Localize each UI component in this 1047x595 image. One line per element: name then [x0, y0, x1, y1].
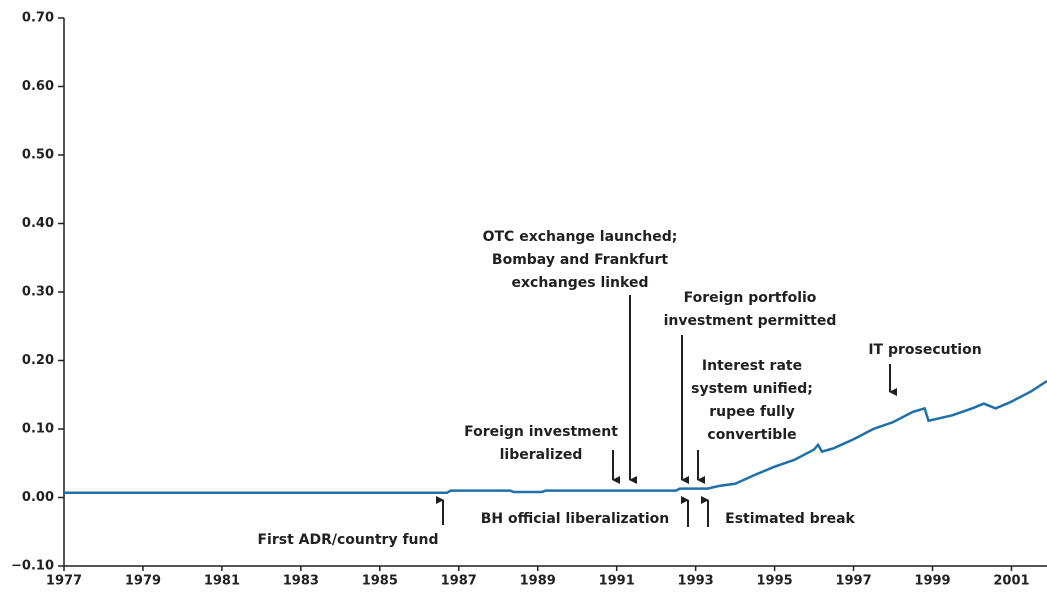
x-tick-label: 1991: [599, 574, 635, 589]
x-tick-label: 1989: [520, 574, 556, 589]
data-line: [64, 380, 1047, 494]
y-tick-label: −0.10: [11, 559, 54, 574]
x-tick-label: 1999: [914, 574, 950, 589]
annotation: BH official liberalization: [481, 511, 669, 527]
y-tick-label: 0.50: [22, 148, 54, 163]
x-tick-label: 1987: [441, 574, 477, 589]
annotation: rupee fully: [709, 404, 795, 420]
annotation: First ADR/country fund: [257, 532, 438, 548]
x-tick-label: 1993: [678, 574, 714, 589]
annotation: system unified;: [691, 381, 813, 397]
annotation: exchanges linked: [512, 275, 649, 291]
y-tick-label: 0.00: [22, 490, 54, 505]
y-tick-label: 0.10: [22, 422, 54, 437]
annotation: Foreign investment: [464, 424, 618, 440]
x-tick-label: 1977: [46, 574, 82, 589]
y-tick-label: 0.60: [22, 79, 54, 94]
x-tick-label: 1979: [125, 574, 161, 589]
y-tick-label: 0.70: [22, 11, 54, 26]
y-tick-label: 0.40: [22, 216, 54, 231]
annotation: liberalized: [500, 447, 583, 463]
y-tick-label: 0.20: [22, 353, 54, 368]
x-tick-label: 2001: [993, 574, 1029, 589]
x-tick-label: 1985: [362, 574, 398, 589]
annotation: Estimated break: [725, 511, 855, 527]
annotation: OTC exchange launched;: [483, 229, 678, 245]
x-tick-label: 1995: [757, 574, 793, 589]
x-tick-label: 1997: [835, 574, 871, 589]
annotation: convertible: [707, 427, 796, 443]
x-tick-label: 1983: [283, 574, 319, 589]
annotation: Bombay and Frankfurt: [492, 252, 668, 268]
annotation: Foreign portfolio: [684, 290, 817, 306]
annotation: IT prosecution: [868, 342, 981, 358]
y-tick-label: 0.30: [22, 285, 54, 300]
annotation: Interest rate: [702, 358, 802, 374]
x-tick-label: 1981: [204, 574, 240, 589]
annotation: investment permitted: [664, 313, 837, 329]
